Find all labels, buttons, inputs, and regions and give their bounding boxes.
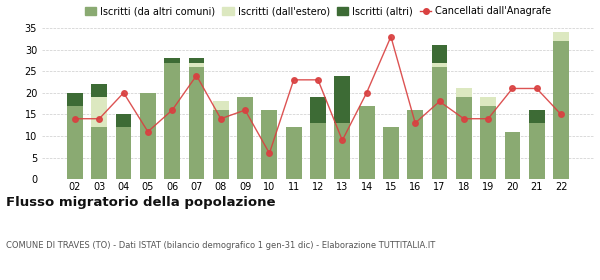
Bar: [164, 62, 180, 179]
Bar: [67, 93, 83, 106]
Text: COMUNE DI TRAVES (TO) - Dati ISTAT (bilancio demografico 1 gen-31 dic) - Elabora: COMUNE DI TRAVES (TO) - Dati ISTAT (bila…: [6, 241, 435, 250]
Bar: [431, 67, 448, 179]
Bar: [213, 110, 229, 179]
Bar: [334, 123, 350, 179]
Bar: [91, 97, 107, 127]
Bar: [334, 76, 350, 123]
Bar: [286, 127, 302, 179]
Bar: [310, 123, 326, 179]
Bar: [553, 32, 569, 41]
Bar: [480, 106, 496, 179]
Bar: [359, 106, 374, 179]
Bar: [505, 132, 520, 179]
Bar: [188, 67, 205, 179]
Bar: [67, 106, 83, 179]
Bar: [237, 97, 253, 179]
Bar: [116, 127, 131, 179]
Bar: [164, 58, 180, 62]
Bar: [456, 88, 472, 97]
Bar: [91, 127, 107, 179]
Bar: [213, 101, 229, 110]
Bar: [553, 41, 569, 179]
Legend: Iscritti (da altri comuni), Iscritti (dall'estero), Iscritti (altri), Cancellati: Iscritti (da altri comuni), Iscritti (da…: [81, 2, 555, 20]
Bar: [140, 93, 156, 179]
Bar: [456, 97, 472, 179]
Bar: [310, 97, 326, 123]
Bar: [116, 115, 131, 127]
Bar: [188, 62, 205, 67]
Bar: [480, 97, 496, 106]
Bar: [407, 110, 423, 179]
Bar: [262, 110, 277, 179]
Bar: [431, 62, 448, 67]
Bar: [529, 123, 545, 179]
Text: Flusso migratorio della popolazione: Flusso migratorio della popolazione: [6, 196, 275, 209]
Bar: [91, 84, 107, 97]
Bar: [431, 45, 448, 62]
Bar: [529, 110, 545, 123]
Bar: [188, 58, 205, 62]
Bar: [383, 127, 399, 179]
